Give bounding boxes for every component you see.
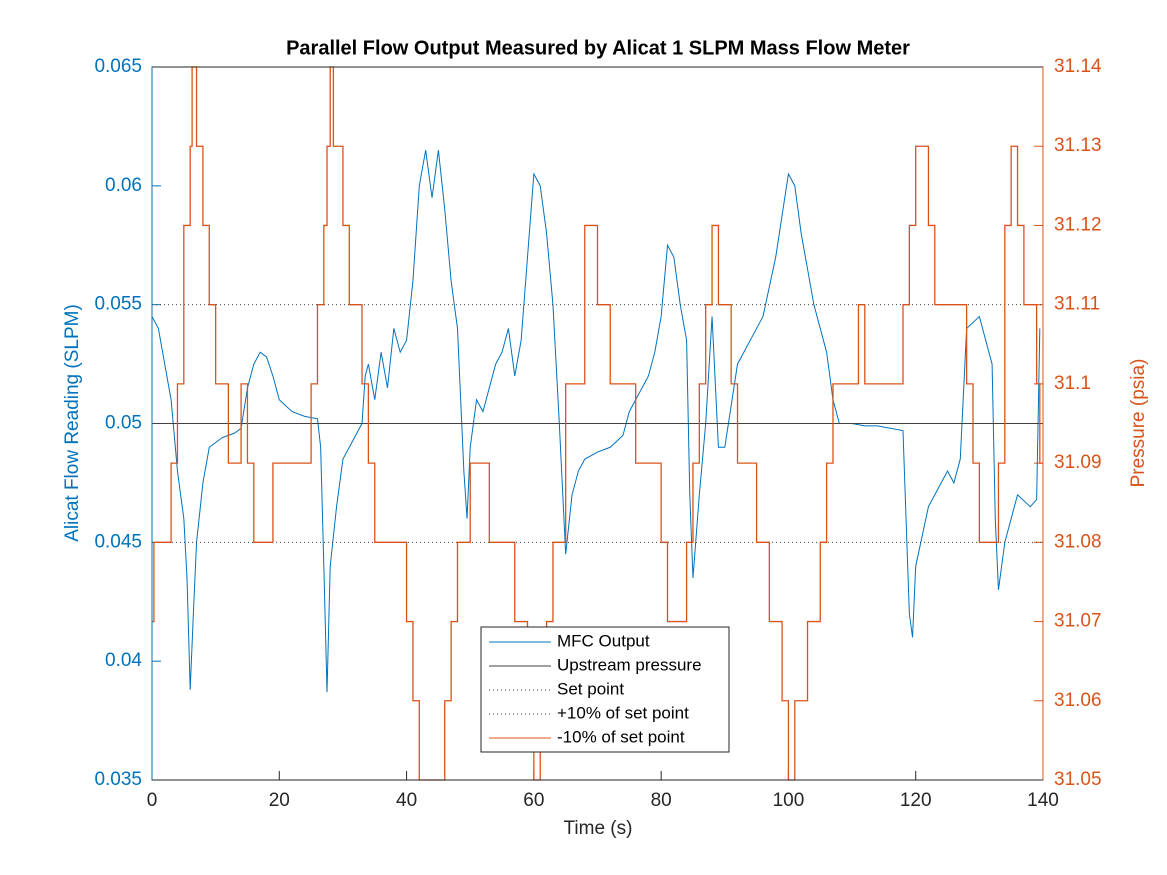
y-tick-label: 0.045 <box>94 531 142 552</box>
x-tick-label: 80 <box>651 790 672 811</box>
y-tick-label: 0.04 <box>105 650 142 671</box>
legend-label: Upstream pressure <box>557 655 702 674</box>
x-tick-label: 100 <box>773 790 805 811</box>
x-tick-label: 20 <box>269 790 290 811</box>
legend-box <box>480 626 730 753</box>
y-axis-label: Alicat Flow Reading (SLPM) <box>62 304 83 542</box>
y-tick-label: 0.06 <box>105 175 142 196</box>
y-tick-label: 0.035 <box>94 769 142 790</box>
legend-label: -10% of set point <box>557 727 685 746</box>
y2-tick-label: 31.05 <box>1054 769 1102 790</box>
series-line <box>152 66 1043 781</box>
legend-label: MFC Output <box>557 631 650 650</box>
x-tick-label: 120 <box>900 790 932 811</box>
y2-tick-label: 31.07 <box>1054 611 1102 632</box>
x-axis-label: Time (s) <box>564 818 633 839</box>
legend-label: +10% of set point <box>557 703 689 722</box>
x-tick-label: 140 <box>1027 790 1059 811</box>
y2-tick-label: 31.06 <box>1054 690 1102 711</box>
y2-axis-label: Pressure (psia) <box>1128 359 1149 488</box>
y-tick-label: 0.05 <box>105 413 142 434</box>
y2-tick-label: 31.12 <box>1054 214 1102 235</box>
x-tick-label: 0 <box>147 790 158 811</box>
chart-title: Parallel Flow Output Measured by Alicat … <box>286 37 910 59</box>
y2-tick-label: 31.14 <box>1054 56 1102 77</box>
y2-tick-label: 31.09 <box>1054 452 1102 473</box>
y-tick-label: 0.065 <box>94 56 142 77</box>
x-tick-label: 60 <box>523 790 544 811</box>
y-tick-label: 0.055 <box>94 294 142 315</box>
y2-tick-label: 31.08 <box>1054 531 1102 552</box>
series-line <box>151 150 1041 693</box>
y2-tick-label: 31.13 <box>1054 135 1102 156</box>
legend-label: Set point <box>557 679 624 698</box>
y2-tick-label: 31.11 <box>1054 294 1100 315</box>
y2-tick-label: 31.1 <box>1054 373 1091 394</box>
legend: MFC Output Upstream pressure Set point +10%… <box>480 626 730 753</box>
x-tick-label: 40 <box>396 790 417 811</box>
